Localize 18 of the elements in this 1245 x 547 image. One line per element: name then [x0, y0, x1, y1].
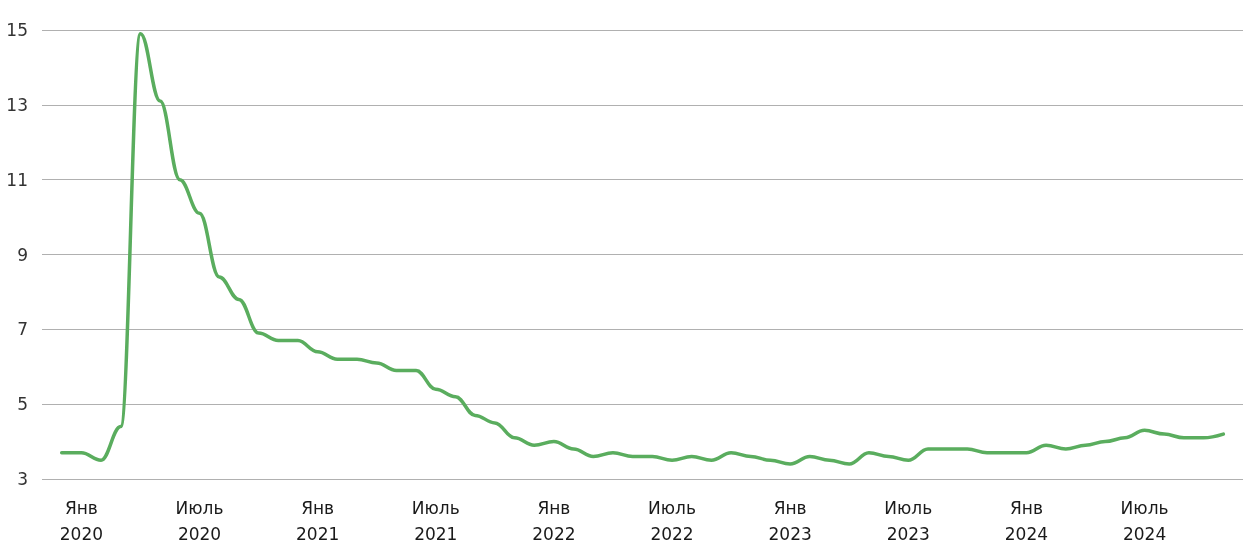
x-tick-label: Янв 2023: [768, 498, 812, 544]
x-tick-label: Янв 2024: [1004, 498, 1049, 544]
y-tick-label: 7: [17, 319, 28, 340]
x-tick-label: Июль 2021: [411, 498, 460, 544]
x-tick-label: Янв 2021: [296, 498, 340, 544]
x-tick-label: Июль 2022: [648, 498, 696, 544]
y-tick-label: 9: [17, 244, 28, 265]
y-tick-label: 13: [6, 94, 28, 115]
y-tick-label: 15: [6, 20, 28, 40]
y-tick-label: 5: [17, 394, 28, 415]
x-tick-label: Янв 2022: [532, 498, 576, 544]
x-tick-label: Июль 2024: [1120, 498, 1169, 544]
y-tick-label: 3: [17, 469, 28, 489]
line-series: [59, 31, 1226, 466]
y-tick-label: 11: [6, 169, 28, 190]
x-tick-label: Июль 2020: [175, 498, 224, 544]
x-tick-label: Июль 2023: [884, 498, 933, 544]
x-tick-label: Янв 2020: [59, 498, 104, 544]
